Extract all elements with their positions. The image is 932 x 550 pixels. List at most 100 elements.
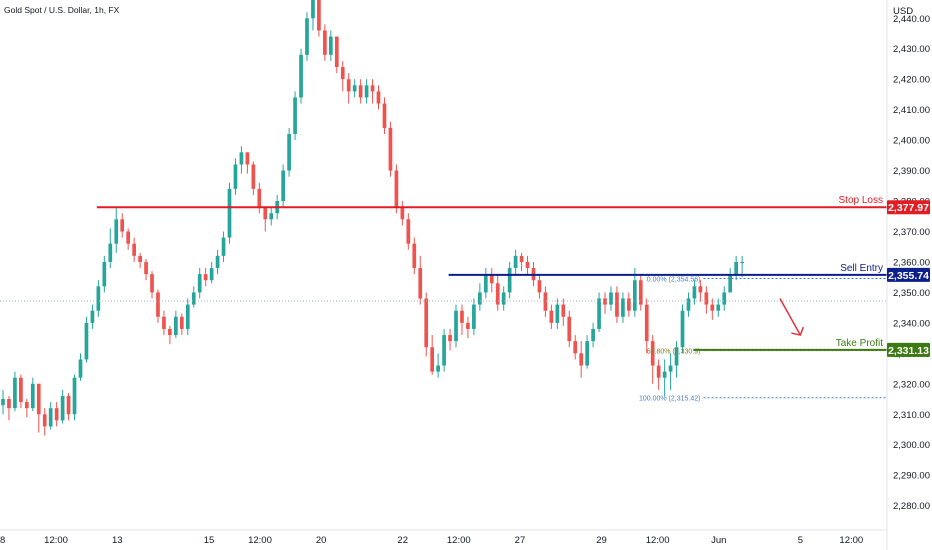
trade-level-label: Take Profit (836, 338, 883, 349)
candle-body (221, 237, 226, 256)
candle-body (257, 188, 262, 208)
y-tick-label: 2,350.00 (893, 288, 930, 299)
candle-body (108, 243, 113, 262)
candle-body (656, 365, 661, 378)
candle-body (311, 0, 315, 19)
candle-body (132, 243, 136, 256)
candle-body (299, 54, 303, 98)
y-tick-label: 2,310.00 (893, 410, 930, 421)
x-tick-label: 12:00 (248, 535, 272, 546)
candle-body (567, 316, 572, 342)
candle-body (287, 134, 291, 171)
candle-body (376, 91, 381, 104)
candle-body (472, 304, 476, 329)
x-tick-label: 15 (204, 535, 215, 546)
candle-body (215, 255, 220, 269)
y-tick-label: 2,370.00 (893, 227, 930, 238)
trade-levels: 0.00% (2,354.56) 61.80% (2,330.9) 100.00% … (0, 195, 887, 403)
candle-body (561, 304, 566, 317)
candle-body (728, 274, 733, 293)
candle-body (537, 280, 542, 293)
currency-label: USD (893, 6, 913, 17)
candle-body (680, 310, 685, 348)
candle-body (120, 219, 125, 232)
candle-body (632, 280, 637, 311)
price-badge-label: 2,377.97 (888, 202, 929, 214)
candle-body (543, 292, 548, 311)
candlestick-series (1, 0, 744, 436)
y-tick-label: 2,290.00 (893, 471, 930, 482)
candle-body (668, 365, 673, 372)
candle-body (734, 261, 739, 275)
x-tick-label: 12:00 (44, 535, 68, 546)
price-badge-label: 2,331.13 (888, 345, 929, 357)
candle-body (36, 383, 41, 415)
candle-body (650, 341, 655, 366)
fib-level-label: 100.00% (2,315.42) (639, 396, 701, 403)
candle-body (436, 365, 440, 372)
candle-body (603, 298, 607, 305)
candle-body (448, 335, 452, 342)
candle-body (501, 292, 506, 305)
candle-body (352, 85, 357, 92)
candle-body (573, 341, 578, 354)
candle-body (418, 268, 423, 299)
arrow-head-icon (791, 326, 805, 336)
candle-body (54, 408, 59, 421)
y-tick-label: 2,400.00 (893, 136, 930, 147)
candle-body (382, 103, 387, 128)
candle-body (394, 170, 399, 208)
time-axis[interactable]: 8 12:00 13 15 12:00 20 22 12:00 27 29 12:00 Jun 5 12:… (0, 535, 863, 546)
arrow-down-icon (779, 298, 801, 336)
candle-body (305, 18, 309, 55)
candle-body (323, 30, 327, 55)
x-tick-label: 12:00 (839, 535, 863, 546)
x-tick-label: 5 (798, 535, 803, 546)
price-axis[interactable]: 2,280.00 2,290.00 2,300.00 2,310.00 2,320.00… (887, 14, 930, 512)
candle-body (197, 274, 202, 293)
y-tick-label: 2,440.00 (893, 14, 930, 25)
candle-body (644, 304, 649, 342)
candle-body (358, 85, 363, 98)
candle-body (24, 402, 29, 409)
candle-body (156, 292, 160, 317)
candle-body (460, 310, 464, 323)
candle-body (495, 283, 500, 305)
y-tick-label: 2,390.00 (893, 166, 930, 177)
candle-body (686, 298, 691, 311)
x-tick-label: 12:00 (447, 535, 471, 546)
candle-body (406, 219, 411, 244)
candle-body (7, 399, 11, 409)
candle-body (400, 207, 405, 220)
candle-body (168, 328, 172, 336)
candle-body (609, 292, 613, 305)
candle-body (42, 414, 47, 427)
candle-body (424, 298, 429, 348)
x-tick-label: 29 (596, 535, 607, 546)
candle-body (328, 36, 333, 55)
candle-body (710, 304, 715, 311)
candle-body (126, 231, 131, 244)
candle-body (549, 310, 554, 323)
candle-body (483, 274, 488, 293)
candle-body (430, 347, 435, 372)
candle-body (209, 268, 214, 281)
candle-body (72, 377, 77, 415)
candle-body (585, 341, 589, 366)
x-tick-label: 22 (397, 535, 408, 546)
y-tick-label: 2,410.00 (893, 105, 930, 116)
candle-body (370, 85, 375, 92)
candle-body (293, 97, 297, 135)
candle-body (66, 395, 71, 415)
fib-level-label: 0.00% (2,354.56) (647, 277, 701, 284)
fib-level-label: 61.80% (2,330.9) (647, 349, 701, 356)
candle-body (191, 292, 196, 305)
candle-body (281, 170, 285, 202)
candle-body (114, 219, 119, 244)
candle-body (174, 316, 178, 336)
candle-body (317, 0, 321, 31)
candle-body (662, 371, 667, 378)
candle-body (621, 298, 625, 317)
candle-body (269, 213, 274, 220)
